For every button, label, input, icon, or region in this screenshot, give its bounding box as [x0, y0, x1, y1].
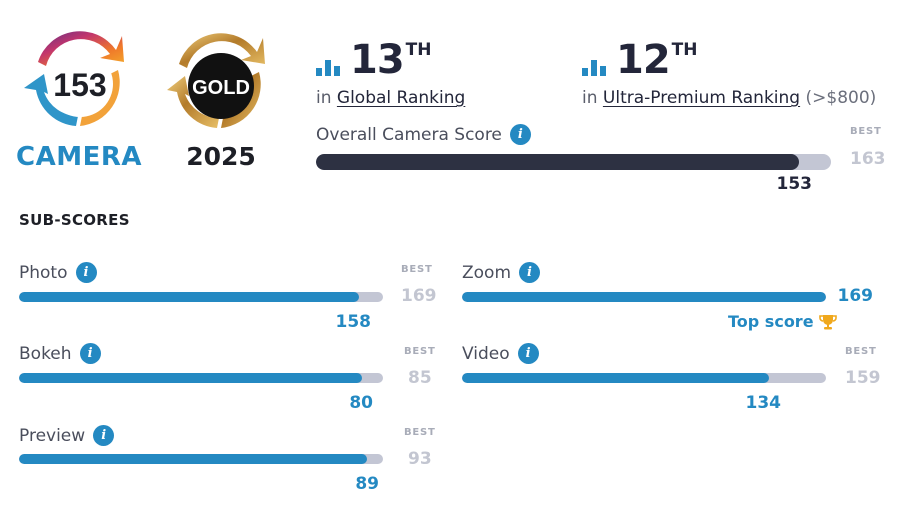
photo-best-value: 169 — [401, 286, 437, 306]
info-icon[interactable]: i — [509, 124, 531, 145]
video-score-value: 134 — [745, 393, 782, 413]
segment-price-note: (>$800) — [805, 88, 877, 108]
photo-score-fill — [19, 292, 360, 302]
ultra-premium-ranking-link[interactable]: Ultra-Premium Ranking — [602, 88, 801, 108]
photo-label: Photo i — [19, 262, 97, 283]
zoom-score-value: 169 — [837, 286, 874, 306]
overall-best-value: 163 — [850, 149, 886, 169]
bokeh-label: Bokeh i — [19, 343, 101, 364]
bokeh-best-value: 85 — [408, 368, 432, 388]
camera-score-value: 153 — [53, 67, 106, 103]
zoom-label: Zoom i — [462, 262, 541, 283]
bokeh-best-tag: BEST — [404, 346, 436, 357]
global-rank-number: 13 — [350, 37, 405, 83]
bokeh-score-value: 80 — [349, 393, 373, 413]
segment-ranking: 12 TH in Ultra-Premium Ranking (>$800) — [582, 38, 876, 108]
photo-score-bar — [19, 292, 383, 302]
overall-score-bar — [316, 154, 831, 170]
preview-title: Preview — [19, 425, 86, 446]
video-label: Video i — [462, 343, 539, 364]
global-ranking: 13 TH in Global Ranking — [316, 38, 465, 108]
bar-chart-icon — [316, 60, 340, 76]
bokeh-title: Bokeh — [19, 343, 72, 364]
overall-score-title: Overall Camera Score — [316, 124, 502, 145]
gold-badge: GOLD — [167, 33, 265, 128]
gold-badge-label: GOLD — [192, 77, 250, 99]
preview-score-fill — [19, 454, 368, 464]
preview-best-tag: BEST — [404, 427, 436, 438]
preview-label: Preview i — [19, 425, 115, 446]
trophy-icon — [818, 314, 837, 329]
overall-score-label: Overall Camera Score i — [316, 124, 531, 145]
video-best-tag: BEST — [845, 346, 877, 357]
sub-scores-title: SUB-SCORES — [19, 211, 130, 229]
gold-badge-year: 2025 — [186, 142, 256, 171]
video-title: Video — [462, 343, 510, 364]
global-rank-prefix: in — [316, 88, 332, 108]
info-icon[interactable]: i — [93, 425, 115, 446]
overall-score-fill — [316, 154, 800, 170]
zoom-top-score: Top score — [728, 312, 837, 331]
segment-rank-number: 12 — [616, 37, 671, 83]
video-score-fill — [462, 373, 769, 383]
zoom-score-bar — [462, 292, 826, 302]
photo-title: Photo — [19, 262, 68, 283]
segment-rank-suffix: TH — [671, 40, 698, 60]
info-icon[interactable]: i — [519, 262, 541, 283]
overall-best-tag: BEST — [850, 126, 882, 137]
info-icon[interactable]: i — [75, 262, 97, 283]
preview-score-bar — [19, 454, 383, 464]
zoom-title: Zoom — [462, 262, 512, 283]
bokeh-score-bar — [19, 373, 383, 383]
info-icon[interactable]: i — [517, 343, 539, 364]
overall-score-value: 153 — [776, 174, 813, 194]
photo-score-value: 158 — [335, 312, 372, 332]
video-score-bar — [462, 373, 826, 383]
camera-badge-label: CAMERA — [16, 142, 142, 172]
video-best-value: 159 — [845, 368, 881, 388]
preview-score-value: 89 — [355, 474, 379, 494]
preview-best-value: 93 — [408, 449, 432, 469]
top-score-label: Top score — [728, 312, 814, 331]
bar-chart-icon — [582, 60, 606, 76]
info-icon[interactable]: i — [79, 343, 101, 364]
global-rank-suffix: TH — [405, 40, 432, 60]
global-ranking-link[interactable]: Global Ranking — [336, 88, 466, 108]
bokeh-score-fill — [19, 373, 362, 383]
photo-best-tag: BEST — [401, 264, 433, 275]
camera-score-badge: 153 — [24, 31, 124, 126]
zoom-score-fill — [462, 292, 826, 302]
segment-rank-prefix: in — [582, 88, 598, 108]
